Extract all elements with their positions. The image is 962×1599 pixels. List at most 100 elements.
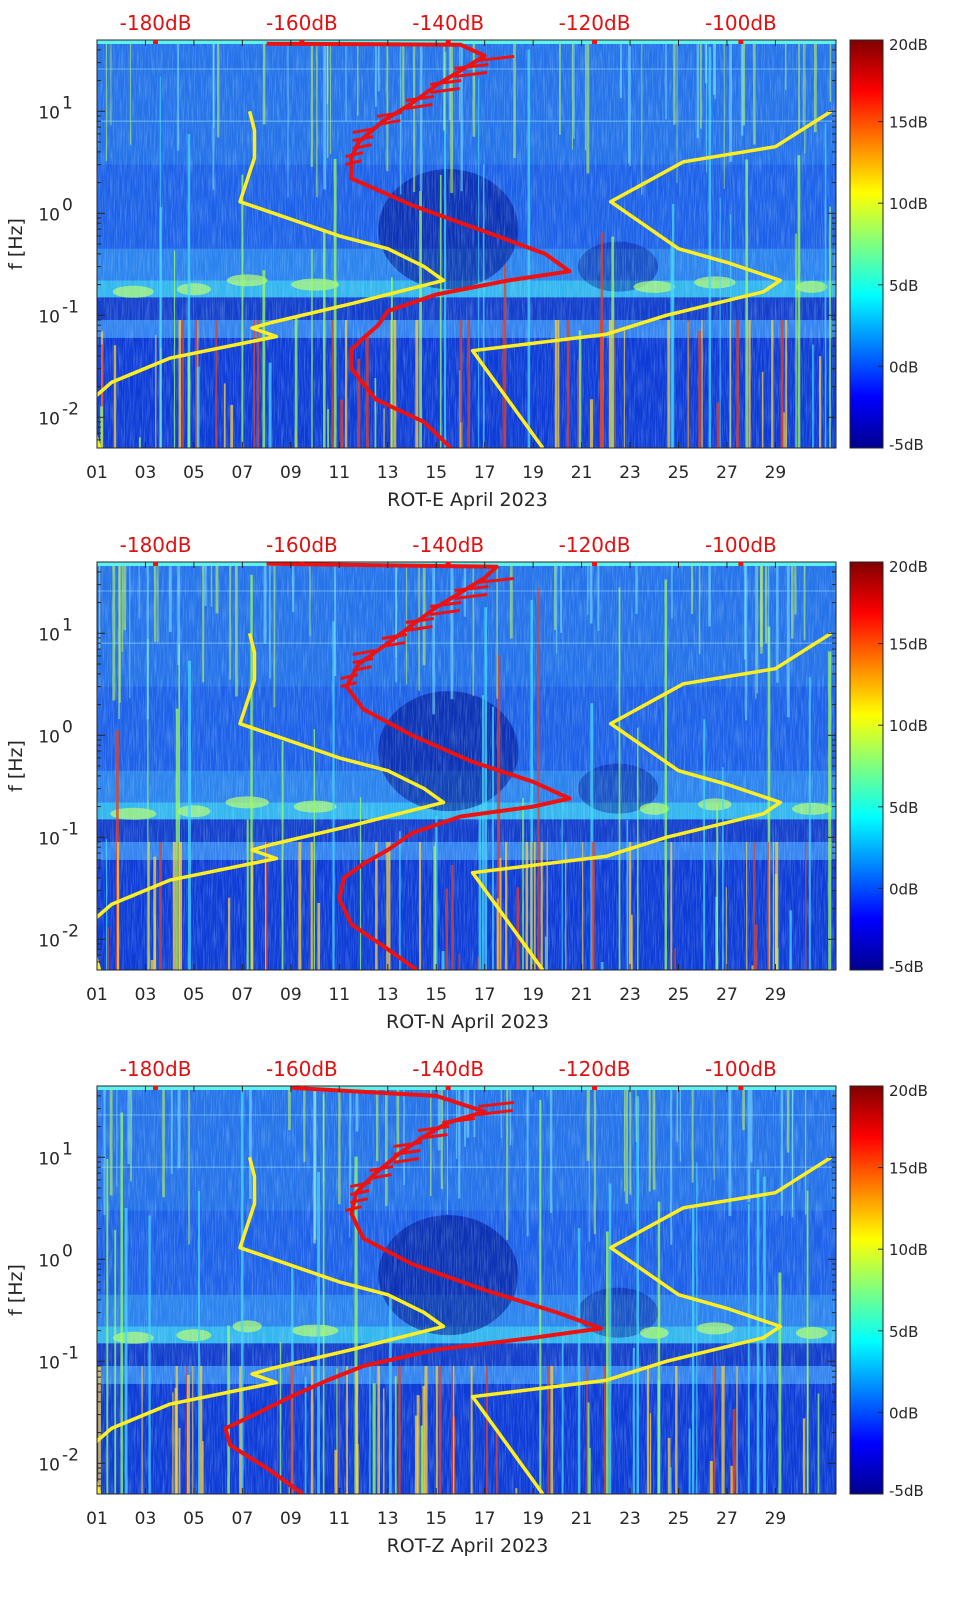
transient-streak	[629, 42, 631, 167]
x-tick-label: 07	[232, 463, 254, 483]
transient-streak	[227, 1325, 230, 1494]
transient-streak	[153, 564, 157, 642]
transient-streak	[728, 1088, 732, 1217]
transient-streak	[172, 841, 176, 970]
transient-streak	[269, 564, 271, 679]
psd-wobble	[376, 111, 403, 119]
transient-streak	[723, 42, 725, 189]
top-axis-tick	[153, 562, 159, 566]
transient-streak	[456, 1088, 458, 1159]
colorbar-label: 10dB	[889, 717, 928, 735]
transient-streak	[495, 1428, 498, 1494]
transient-streak	[674, 947, 676, 970]
transient-streak	[732, 1408, 736, 1494]
top-axis-label: -100dB	[705, 11, 777, 35]
y-tick-label: 10	[38, 625, 60, 645]
transient-streak	[310, 841, 313, 970]
x-tick-label: 15	[425, 463, 447, 483]
y-tick-exponent: -2	[62, 399, 79, 419]
y-tick-exponent: 1	[62, 615, 73, 635]
y-tick-label: 10	[38, 727, 60, 747]
transient-streak	[688, 1428, 691, 1494]
transient-streak	[505, 841, 508, 970]
transient-streak	[587, 564, 589, 616]
transient-streak	[785, 319, 788, 448]
colorbar-label: 20dB	[889, 558, 928, 576]
transient-streak	[522, 797, 524, 970]
transient-streak	[287, 42, 289, 198]
top-axis-tick	[445, 40, 451, 44]
transient-streak	[357, 42, 359, 116]
transient-streak	[582, 841, 584, 970]
transient-streak	[496, 564, 498, 699]
transient-streak	[795, 233, 797, 448]
transient-streak	[227, 897, 231, 970]
transient-streak	[178, 644, 181, 970]
transient-streak	[377, 1365, 381, 1494]
transient-streak	[713, 1088, 715, 1180]
top-axis-tick	[738, 562, 744, 566]
transient-streak	[716, 805, 719, 970]
top-axis-tick	[299, 40, 305, 44]
transient-streak	[786, 564, 790, 718]
transient-streak	[192, 1365, 194, 1494]
psd-wobble	[393, 1149, 421, 1157]
x-tick-label: 13	[377, 985, 399, 1005]
transient-streak	[121, 564, 124, 652]
transient-streak	[776, 564, 779, 683]
x-tick-label: 07	[232, 985, 254, 1005]
top-axis-label: -160dB	[266, 1057, 338, 1081]
psd-wobble	[417, 1133, 448, 1140]
top-axis-label: -140dB	[412, 1057, 484, 1081]
top-axis-label: -180dB	[120, 1057, 192, 1081]
transient-streak	[692, 1208, 695, 1494]
transient-streak	[590, 703, 594, 970]
transient-streak	[291, 564, 295, 612]
psd-wobble	[352, 127, 375, 135]
transient-streak	[646, 1365, 650, 1494]
colorbar-label: 10dB	[889, 195, 928, 213]
transient-streak	[414, 1415, 419, 1494]
transient-streak	[786, 1088, 790, 1153]
transient-streak	[780, 319, 784, 448]
transient-streak	[586, 42, 590, 174]
transient-streak	[334, 564, 337, 676]
transient-streak	[797, 155, 801, 448]
transient-streak	[716, 402, 720, 448]
transient-streak	[817, 1393, 820, 1494]
transient-streak	[230, 404, 234, 448]
x-tick-label: 29	[765, 463, 787, 483]
transient-streak	[159, 207, 162, 448]
psd-wobble	[352, 657, 374, 665]
colorbar-label: 0dB	[889, 358, 918, 376]
transient-streak	[345, 42, 347, 122]
transient-streak	[458, 953, 460, 970]
top-axis-label: -160dB	[266, 11, 338, 35]
transient-streak	[806, 1190, 809, 1494]
top-axis-label: -180dB	[120, 11, 192, 35]
transient-streak	[196, 366, 200, 448]
transient-streak	[290, 1365, 294, 1494]
transient-streak	[623, 1088, 626, 1192]
top-axis-tick	[738, 1086, 744, 1090]
transient-streak	[173, 250, 176, 448]
transient-streak	[626, 819, 629, 970]
y-tick-exponent: 1	[62, 93, 73, 113]
transient-streak	[419, 191, 422, 448]
transient-streak	[482, 164, 485, 448]
transient-streak	[394, 1376, 397, 1494]
colorbar	[849, 561, 884, 971]
top-axis-label: -100dB	[705, 1057, 777, 1081]
transient-streak	[742, 42, 745, 126]
transient-streak	[704, 42, 708, 84]
transient-streak	[268, 362, 272, 448]
transient-streak	[199, 1365, 203, 1494]
top-axis-tick	[299, 562, 305, 566]
transient-streak	[393, 319, 397, 448]
transient-streak	[147, 639, 149, 970]
transient-streak	[106, 1158, 109, 1494]
transient-streak	[444, 51, 447, 449]
transient-streak	[620, 42, 622, 99]
transient-streak	[637, 727, 639, 970]
